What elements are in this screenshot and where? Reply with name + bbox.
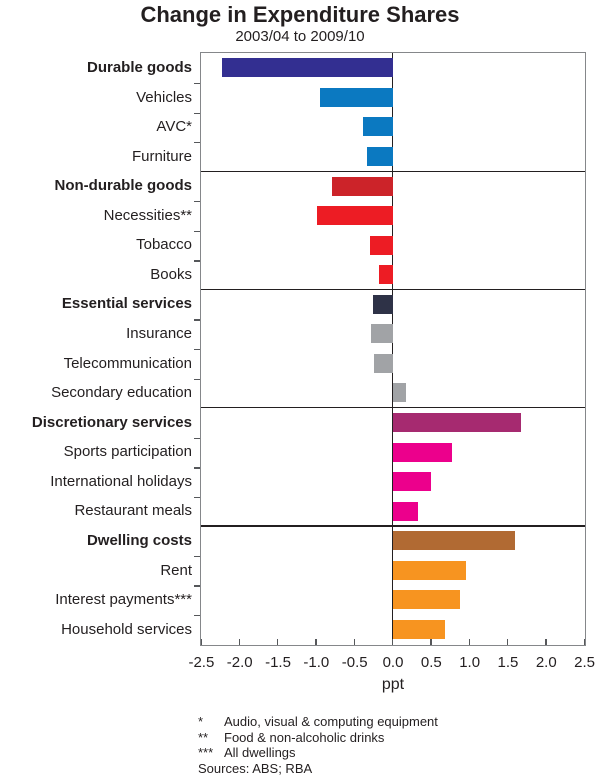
chart-subtitle: 2003/04 to 2009/10 [235,28,365,45]
bar-dwelling-costs [392,531,516,551]
category-label-books: Books [150,265,192,283]
row-tick [194,467,200,469]
bar-tobacco [370,235,393,255]
category-label-dwelling-costs: Dwelling costs [86,531,192,549]
category-label-vehicles: Vehicles [136,88,192,106]
footnote-marker: * [198,714,204,729]
panel-divider [201,525,585,527]
footnote-1: * Audio, visual & computing equipment [198,714,438,730]
category-label-sports-participation: Sports participation [63,443,192,461]
bar-durable-goods [221,58,393,78]
row-tick [194,555,200,558]
footnote-text: All dwellings [224,745,296,760]
category-label-discretionary-services: Discretionary services [31,413,192,431]
category-label-rent: Rent [160,561,192,579]
bar-telecommunication [374,353,393,373]
panel-divider [201,288,585,291]
x-axis-tick [238,639,240,645]
row-tick [194,437,200,439]
category-label-insurance: Insurance [126,325,192,343]
bar-rent [392,560,467,580]
row-tick [194,319,200,321]
row-tick [194,349,200,351]
category-labels: Durable goods Vehicles AVC* Furniture Non-du… [0,53,192,647]
x-tick-label--0-5: -0.5 [341,654,368,671]
footnote-marker: *** [198,745,214,760]
footnote-marker: ** [198,729,209,745]
x-tick-label-2-5: 2.5 [574,654,596,671]
x-tick-label--2-0: -2.0 [226,654,253,671]
plot-area [200,52,586,646]
row-tick [194,378,200,380]
row-tick [194,82,200,85]
bar-vehicles [319,87,393,107]
row-tick [194,585,200,587]
footnote-3: *** All dwellings [198,745,438,761]
x-axis-tick [506,639,509,645]
sources-line: Sources: ABS; RBA [198,760,313,776]
bar-international-holidays [392,472,431,492]
category-label-non-durable-goods: Non-durable goods [54,177,193,195]
x-axis-tick [545,639,547,645]
x-axis-tick [468,639,470,645]
x-tick-label--2-5: -2.5 [188,654,215,671]
bar-household-services [392,619,446,639]
x-tick-label--1-0: -1.0 [303,654,330,671]
row-tick [194,112,200,114]
panel-divider [201,170,585,172]
x-tick-label-0-5: 0.5 [420,654,442,671]
category-label-secondary-education: Secondary education [51,384,192,402]
bar-insurance [371,324,393,344]
row-tick [194,615,200,617]
x-axis-tick [583,639,585,645]
x-tick-label-0-0: 0.0 [382,654,404,671]
x-tick-label--1-5: -1.5 [265,654,291,671]
x-tick-label-2-0: 2.0 [535,654,557,671]
bar-necessities [317,206,393,226]
x-axis-tick [353,639,355,645]
row-tick [194,496,200,499]
zero-line [391,53,394,645]
footnote-2: ** Food & non-alcoholic drinks [198,730,438,746]
bar-books [378,265,393,285]
category-label-durable-goods: Durable goods [86,59,192,76]
bar-non-durable-goods [332,176,393,196]
chart-title: Change in Expenditure Shares [140,2,460,27]
category-label-household-services: Household services [61,620,192,638]
x-axis-tick [315,639,317,645]
row-tick [194,142,200,144]
category-label-international-holidays: International holidays [50,472,192,490]
panel-divider [201,407,585,409]
footnote-text: Audio, visual & computing equipment [224,714,438,729]
bar-avc [363,117,393,137]
category-label-furniture: Furniture [131,147,192,165]
x-axis-tick [430,639,432,645]
category-label-essential-services: Essential services [61,295,192,313]
x-axis-tick [276,639,279,645]
category-label-interest-payments: Interest payments*** [55,591,192,609]
bar-discretionary-services [392,413,521,432]
x-axis-label: ppt [381,676,405,693]
row-tick [194,201,200,203]
x-axis-tick [201,639,203,645]
category-label-restaurant-meals: Restaurant meals [74,502,192,520]
footnote-text: Food & non-alcoholic drinks [224,729,385,745]
bar-restaurant-meals [392,501,418,521]
x-tick-label-1-0: 1.0 [459,654,481,671]
bar-interest-payments [392,590,461,610]
row-tick [194,260,200,262]
bar-furniture [366,146,393,166]
x-axis-tick [391,639,394,645]
category-label-necessities: Necessities** [103,206,192,224]
row-tick [194,230,200,233]
footnotes: * Audio, visual & computing equipment ** Fo… [198,714,438,776]
category-label-telecommunication: Telecommunication [63,354,192,372]
category-label-avc: AVC* [156,118,192,136]
bar-sports-participation [392,442,452,462]
x-tick-label-1-5: 1.5 [497,654,519,671]
category-label-tobacco: Tobacco [136,236,192,254]
bar-secondary-education [392,383,407,403]
bar-essential-services [372,294,393,314]
